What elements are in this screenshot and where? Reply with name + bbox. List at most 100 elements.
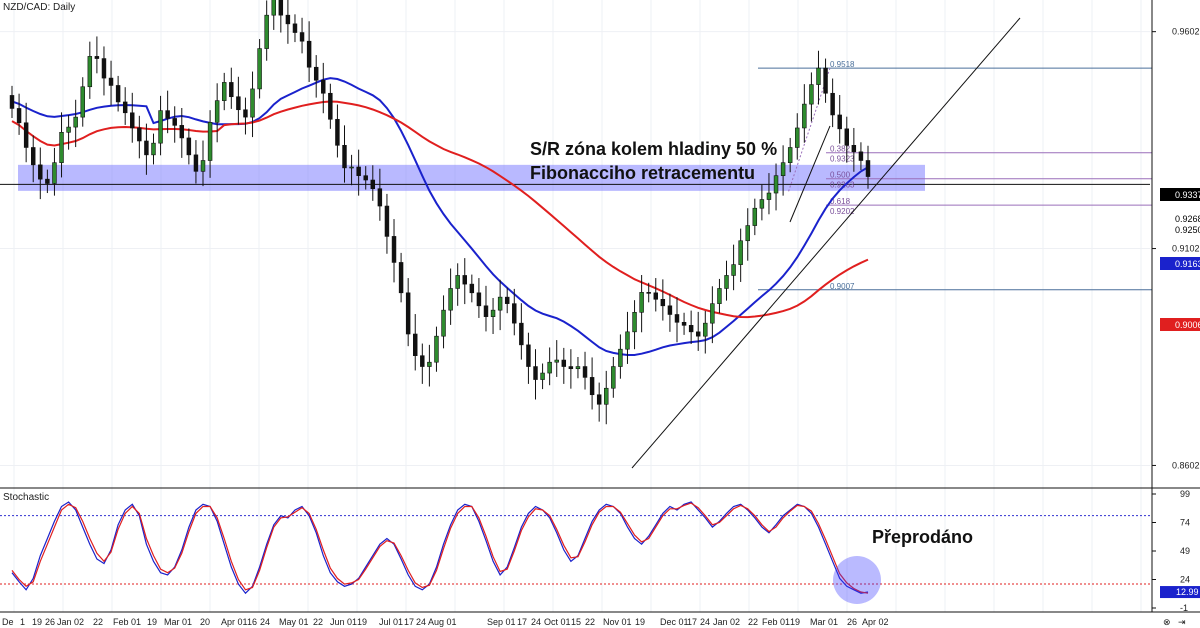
stoch-tick-label: 99 bbox=[1180, 489, 1190, 499]
candle-down bbox=[837, 114, 842, 130]
candle-down bbox=[30, 147, 36, 166]
fib-diagonal bbox=[787, 67, 831, 194]
x-tick-label: 1 bbox=[20, 617, 25, 627]
price-badge-label: 0.9006 bbox=[1175, 320, 1200, 330]
candle-up bbox=[66, 126, 71, 133]
x-tick-label: 19 bbox=[147, 617, 157, 627]
candle-up bbox=[802, 103, 807, 129]
x-tick-label: 22 bbox=[313, 617, 323, 627]
candle-down bbox=[512, 303, 517, 324]
candle-down bbox=[130, 112, 135, 129]
x-tick-label: 19 bbox=[790, 617, 800, 627]
candle-down bbox=[363, 175, 368, 181]
candle-up bbox=[795, 127, 800, 148]
candle-down bbox=[101, 58, 107, 79]
x-tick-label: Aug 01 bbox=[428, 617, 457, 627]
chart-title: NZD/CAD: Daily bbox=[3, 2, 75, 13]
candle-down bbox=[851, 145, 857, 153]
candle-down bbox=[653, 292, 658, 300]
candle-up bbox=[434, 335, 439, 363]
candle-down bbox=[285, 14, 291, 25]
candle-down bbox=[865, 160, 871, 177]
candle-down bbox=[179, 125, 185, 139]
candle-up bbox=[80, 86, 85, 118]
candle-down bbox=[342, 145, 347, 169]
candle-down bbox=[830, 92, 835, 116]
candle-down bbox=[165, 110, 170, 119]
candle-down bbox=[144, 140, 149, 156]
pin-icon[interactable]: ⇥ bbox=[1178, 617, 1186, 627]
candle-up bbox=[738, 240, 743, 265]
candle-up bbox=[448, 288, 453, 311]
candle-up bbox=[766, 192, 772, 200]
x-tick-label: Mar 01 bbox=[164, 617, 192, 627]
price-badge-label: 0.9268 bbox=[1175, 214, 1200, 224]
candle-down bbox=[582, 366, 588, 378]
candle-down bbox=[695, 331, 701, 337]
support-zone-band bbox=[18, 164, 925, 191]
x-tick-label: Feb 01 bbox=[762, 617, 790, 627]
candle-down bbox=[172, 118, 177, 126]
candle-up bbox=[639, 292, 644, 313]
link-icon[interactable]: ⊗ bbox=[1163, 617, 1171, 627]
candle-up bbox=[759, 199, 765, 209]
candle-up bbox=[264, 14, 269, 49]
candle-up bbox=[745, 225, 750, 242]
moving-average-red bbox=[11, 100, 869, 319]
fib-level-label: 0.9518 bbox=[830, 60, 855, 69]
candle-down bbox=[370, 179, 376, 189]
x-tick-label: 24 bbox=[416, 617, 426, 627]
candle-down bbox=[823, 67, 828, 94]
x-tick-label: Jul 01 bbox=[379, 617, 403, 627]
stochastic-d-line bbox=[11, 502, 869, 594]
candle-down bbox=[9, 95, 15, 109]
fib-level-label: 0.9007 bbox=[830, 282, 855, 291]
x-tick-label: Nov 01 bbox=[603, 617, 632, 627]
price-badge bbox=[1160, 223, 1200, 236]
x-tick-label: 17 bbox=[687, 617, 697, 627]
stochastic-k-line bbox=[11, 501, 869, 595]
oversold-annotation: Přeprodáno bbox=[872, 527, 973, 547]
candle-down bbox=[561, 359, 567, 367]
fib-level-label: 0.618 bbox=[830, 197, 851, 206]
trendline-short bbox=[789, 125, 831, 223]
candle-up bbox=[52, 162, 57, 184]
trendlines bbox=[631, 17, 1021, 469]
candle-down bbox=[377, 188, 383, 207]
window-buttons[interactable]: ⊗ ⇥ bbox=[1163, 617, 1186, 627]
candle-down bbox=[391, 236, 397, 263]
x-tick-label: Mar 01 bbox=[810, 617, 838, 627]
candle-up bbox=[87, 56, 93, 88]
stoch-tick-label: -1 bbox=[1180, 603, 1188, 613]
x-tick-label: Jan 02 bbox=[57, 617, 84, 627]
candle-down bbox=[844, 128, 850, 146]
candle-up bbox=[349, 166, 354, 169]
candle-down bbox=[243, 109, 248, 118]
candle-down bbox=[646, 292, 651, 294]
x-tick-label: Sep 01 bbox=[487, 617, 516, 627]
x-tick-label: Jun 01 bbox=[330, 617, 357, 627]
moving-average-blue bbox=[11, 77, 869, 356]
y-tick-label: 0.9602 bbox=[1172, 27, 1200, 37]
price-badge bbox=[1160, 318, 1200, 331]
candle-up bbox=[787, 147, 793, 163]
price-badge bbox=[1160, 188, 1200, 201]
trendline-rising bbox=[631, 17, 1021, 469]
candle-up bbox=[625, 331, 630, 350]
candle-down bbox=[413, 333, 418, 356]
candle-down bbox=[405, 292, 411, 335]
candle-up bbox=[611, 366, 616, 389]
x-tick-label: Apr 01 bbox=[221, 617, 248, 627]
stoch-badge-label: 12.99 bbox=[1176, 587, 1199, 597]
stochastic-title: Stochastic bbox=[3, 492, 49, 503]
candle-down bbox=[858, 151, 864, 161]
candle-down bbox=[596, 394, 602, 405]
candle-down bbox=[299, 32, 305, 42]
candle-up bbox=[731, 264, 736, 276]
candle-down bbox=[667, 305, 673, 315]
candle-down bbox=[38, 164, 43, 180]
price-badge bbox=[1160, 212, 1200, 225]
